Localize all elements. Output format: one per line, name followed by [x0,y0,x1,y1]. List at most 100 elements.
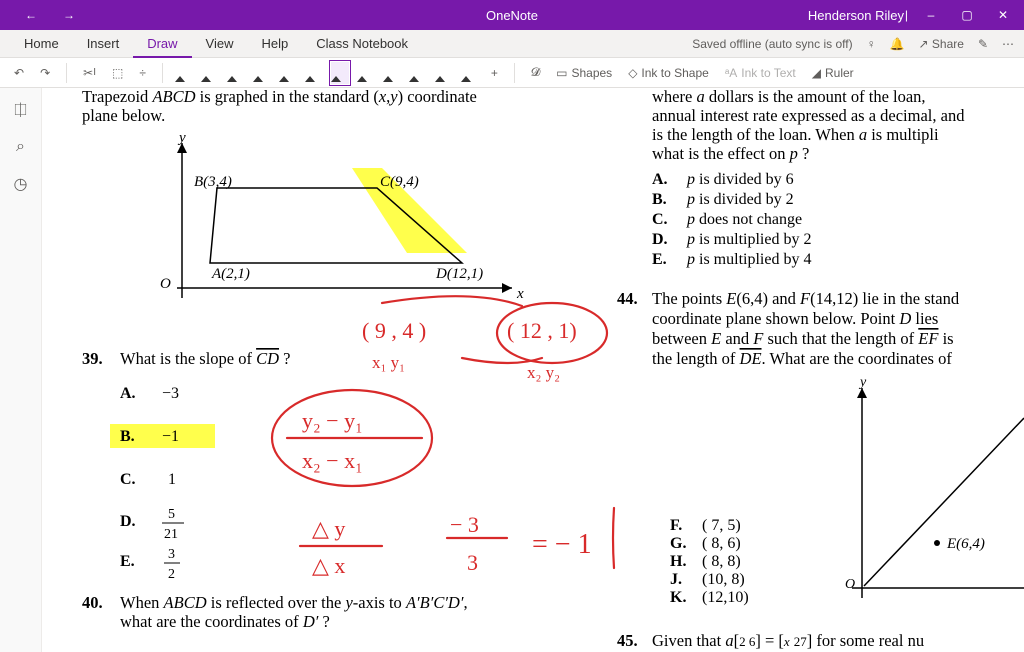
svg-text:x₁ y₁: x₁ y₁ [372,353,405,372]
lasso-select-button[interactable]: ✂I [79,64,100,82]
svg-text:x₂ − x₁: x₂ − x₁ [302,448,363,473]
x-label: x [516,286,524,302]
optC-t: p does not change [686,211,802,228]
q40-l2: what are the coordinates of D′ ? [120,612,330,631]
more-button[interactable]: ⋯ [1002,37,1014,51]
tab-view[interactable]: View [192,30,248,57]
tab-home[interactable]: Home [10,30,73,57]
ans-c-val: 1 [168,471,176,488]
optK: K. [670,589,686,606]
optF: F. [670,517,682,534]
point-a: A(2,1) [211,266,250,282]
ans-d-den: 21 [164,527,178,542]
tab-class-notebook[interactable]: Class Notebook [302,30,422,57]
optH: H. [670,553,686,570]
svg-text:△ x: △ x [312,553,345,578]
svg-text:( 12 , 1): ( 12 , 1) [507,318,577,343]
q45-text: Given that a[2 6] = [x 27] for some real… [652,631,924,650]
maximize-button[interactable]: ▢ [954,8,980,22]
notebooks-icon[interactable]: ⎅ [14,102,27,120]
q44-line [864,418,1024,586]
ruler-button[interactable]: ◢ Ruler [808,64,858,82]
highlighter-yellow[interactable] [331,62,349,84]
optC: C. [652,211,668,228]
pen-4[interactable] [279,62,297,84]
q44-l4: the length of DE. What are the coordinat… [652,349,952,368]
minimize-button[interactable]: – [918,8,944,22]
optE: E. [652,251,667,268]
ans-d-num: 5 [168,507,175,522]
menubar: Home Insert Draw View Help Class Noteboo… [0,30,1024,58]
notifications-icon[interactable]: 🔔 [890,37,905,51]
pen-7[interactable] [357,62,375,84]
rtop-l1: where a dollars is the amount of the loa… [652,88,926,106]
point-b: B(3,4) [194,174,232,190]
share-button[interactable]: ↗ Share [919,37,964,51]
q44-num: 44. [617,289,638,308]
help-icon[interactable]: ♀ [867,37,876,51]
pen-5[interactable] [305,62,323,84]
optD: D. [652,231,668,248]
draw-mode-icon[interactable]: ✎ [978,37,988,51]
q44-point-e [934,540,940,546]
tab-draw[interactable]: Draw [133,31,191,58]
ans-b-label: B. [120,428,135,445]
sidebar: ⎅ ⌕ ◷ [0,88,42,652]
toolbar-divider [514,63,515,83]
optG: G. [670,535,686,552]
add-pen-button[interactable]: + [487,64,502,82]
point-d: D(12,1) [435,266,483,282]
nav-back-button[interactable]: ← [18,8,44,22]
redo-button[interactable]: ↷ [36,64,54,82]
toolbar-divider [162,63,163,83]
pen-10[interactable] [435,62,453,84]
document-content: Trapezoid ABCD is graphed in the standar… [42,88,1024,652]
ink-to-shape-button[interactable]: ◇ Ink to Shape [624,64,713,82]
rtop-l4: what is the effect on p ? [652,144,809,163]
q44-l3: between E and F such that the length of … [652,329,954,348]
svg-text:( 9 , 4 ): ( 9 , 4 ) [362,318,426,343]
optB: B. [652,191,667,208]
q44-e-label: E(6,4) [946,536,985,552]
close-button[interactable]: ✕ [990,8,1016,22]
ans-e-den: 2 [168,567,175,582]
draw-icon[interactable]: 𝓓 [527,63,544,82]
pen-3[interactable] [253,62,271,84]
tab-insert[interactable]: Insert [73,30,134,57]
pen-0[interactable] [175,62,193,84]
optD-t: p is multiplied by 2 [686,231,811,248]
search-icon[interactable]: ⌕ [16,138,25,156]
pen-2[interactable] [227,62,245,84]
app-title: OneNote [486,8,538,23]
rtop-l2: annual interest rate expressed as a deci… [652,106,965,125]
intro-line1: Trapezoid ABCD is graphed in the standar… [82,88,477,106]
optA: A. [652,171,668,188]
page-canvas[interactable]: Trapezoid ABCD is graphed in the standar… [42,88,1024,652]
highlighter-green[interactable] [461,62,479,84]
optJ-t: (10, 8) [702,571,745,588]
pen-9[interactable] [409,62,427,84]
svg-text:y₂ − y₁: y₂ − y₁ [302,408,363,433]
shapes-button[interactable]: ▭ Shapes [552,64,616,82]
user-name[interactable]: Henderson Riley [808,8,904,23]
point-c: C(9,4) [380,174,419,190]
nav-forward-button[interactable]: → [56,8,82,22]
toolbar: ↶ ↷ ✂I ⬚ ÷ + 𝓓 ▭ Shapes ◇ Ink to Shape ᵃ… [0,58,1024,88]
intro-line2: plane below. [82,106,165,125]
pen-1[interactable] [201,62,219,84]
ans-a-label: A. [120,385,136,402]
svg-text:3: 3 [467,550,478,575]
rtop-l3: is the length of the loan. When a is mul… [652,125,939,144]
tab-help[interactable]: Help [248,30,303,57]
undo-button[interactable]: ↶ [10,64,28,82]
insert-space-button[interactable]: ⬚ [108,64,127,82]
q45-num: 45. [617,631,638,650]
recent-icon[interactable]: ◷ [14,174,28,194]
ans-a-val: −3 [162,385,179,402]
svg-text:x₂ y₂: x₂ y₂ [527,363,560,382]
eraser-button[interactable]: ÷ [135,64,150,82]
pen-8[interactable] [383,62,401,84]
optK-t: (12,10) [702,589,749,606]
optB-t: p is divided by 2 [686,191,794,208]
optG-t: ( 8, 6) [702,535,741,552]
